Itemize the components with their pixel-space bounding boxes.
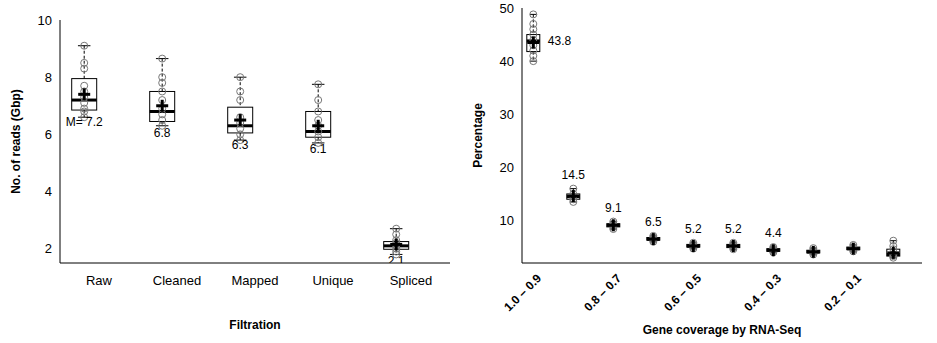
svg-text:Raw: Raw — [86, 273, 113, 288]
svg-text:4.4: 4.4 — [765, 226, 782, 240]
svg-text:5.2: 5.2 — [685, 222, 702, 236]
svg-text:M= 7.2: M= 7.2 — [66, 115, 103, 129]
svg-text:0.2 – 0.1: 0.2 – 0.1 — [821, 271, 864, 314]
svg-text:6.3: 6.3 — [232, 138, 249, 152]
svg-text:Filtration: Filtration — [229, 318, 280, 332]
svg-text:30: 30 — [500, 107, 514, 122]
svg-text:8: 8 — [45, 70, 52, 85]
svg-text:No. of reads (Gbp): No. of reads (Gbp) — [9, 89, 23, 194]
svg-text:Mapped: Mapped — [232, 273, 279, 288]
svg-text:0.4 – 0.3: 0.4 – 0.3 — [741, 271, 784, 314]
svg-text:Unique: Unique — [312, 273, 353, 288]
svg-text:9.1: 9.1 — [605, 201, 622, 215]
svg-text:20: 20 — [500, 160, 514, 175]
svg-text:5.2: 5.2 — [725, 222, 742, 236]
svg-text:6.8: 6.8 — [154, 126, 171, 140]
svg-text:2: 2 — [45, 241, 52, 256]
svg-text:14.5: 14.5 — [562, 168, 586, 182]
svg-text:10: 10 — [500, 213, 514, 228]
svg-text:0.8 – 0.7: 0.8 – 0.7 — [581, 271, 624, 314]
svg-text:0.6 – 0.5: 0.6 – 0.5 — [661, 271, 704, 314]
svg-text:Percentage: Percentage — [471, 103, 485, 168]
svg-text:6: 6 — [45, 127, 52, 142]
svg-text:40: 40 — [500, 54, 514, 69]
svg-text:Spliced: Spliced — [390, 273, 433, 288]
svg-text:4: 4 — [45, 184, 52, 199]
svg-text:1.0 – 0.9: 1.0 – 0.9 — [501, 271, 544, 314]
svg-text:2.1: 2.1 — [388, 254, 405, 263]
svg-text:10: 10 — [38, 13, 52, 28]
svg-text:50: 50 — [500, 1, 514, 16]
svg-text:6.5: 6.5 — [645, 215, 662, 229]
svg-text:43.8: 43.8 — [548, 34, 572, 48]
svg-text:6.1: 6.1 — [310, 142, 327, 156]
svg-text:Cleaned: Cleaned — [153, 273, 201, 288]
svg-text:Gene coverage by RNA-Seq: Gene coverage by RNA-Seq — [643, 323, 802, 337]
